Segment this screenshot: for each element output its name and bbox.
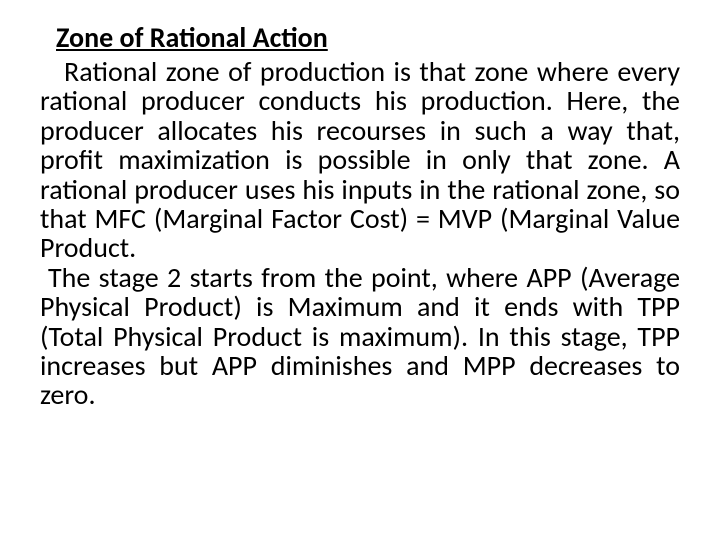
slide-title: Zone of Rational Action: [40, 20, 680, 55]
paragraph-1: Rational zone of production is that zone…: [40, 57, 680, 263]
paragraph-2: The stage 2 starts from the point, where…: [40, 263, 680, 410]
slide-container: Zone of Rational Action Rational zone of…: [0, 0, 720, 540]
